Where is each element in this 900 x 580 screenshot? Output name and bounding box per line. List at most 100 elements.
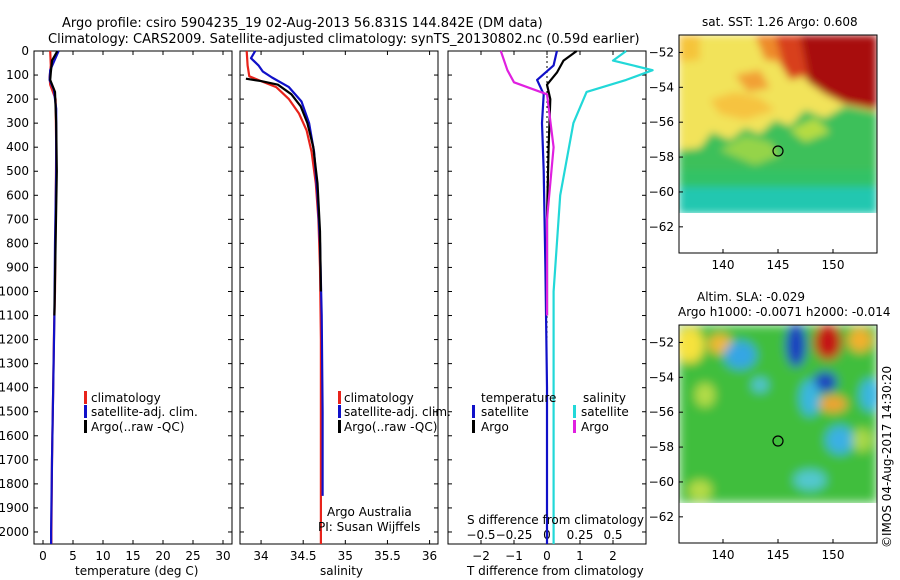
legend-s-argo-swatch bbox=[573, 420, 576, 433]
series-line-t-satellite bbox=[535, 50, 558, 544]
x-tick-label: 25 bbox=[185, 549, 200, 563]
sla-map-axes: 140 145 150 −52 −54 −56 −58 −60 −62 bbox=[649, 335, 845, 562]
x-tick-top-label: −0.5 bbox=[466, 528, 495, 542]
map-y-tick-label: −56 bbox=[649, 405, 674, 419]
map-x-tick-label: 150 bbox=[822, 258, 845, 272]
x-tick-label: 10 bbox=[95, 549, 110, 563]
depth-tick-label: 0 bbox=[21, 44, 29, 58]
credit-pi: PI: Susan Wijffels bbox=[318, 520, 420, 534]
x-tick-label: −1 bbox=[505, 549, 523, 563]
difference-xlabel-top: S difference from climatology bbox=[467, 513, 644, 527]
map-y-tick-label: −54 bbox=[649, 80, 674, 94]
legend-climatology-swatch bbox=[84, 391, 87, 404]
legend-climatology-swatch bbox=[338, 391, 341, 404]
temperature-legend: climatology satellite-adj. clim. Argo(..… bbox=[84, 391, 198, 434]
series-line-s-satellite bbox=[552, 50, 654, 544]
series-line-climatology bbox=[245, 50, 322, 544]
legend-salinity-title: salinity bbox=[583, 391, 626, 405]
legend-satellite-swatch bbox=[84, 405, 87, 418]
legend-argo-swatch bbox=[84, 420, 87, 433]
map-y-tick-label: −52 bbox=[649, 335, 674, 349]
map-x-tick-label: 145 bbox=[767, 258, 790, 272]
map-y-tick-label: −52 bbox=[649, 45, 674, 59]
x-tick-label: 30 bbox=[215, 549, 230, 563]
depth-tick-label: 800 bbox=[6, 236, 29, 250]
depth-tick-label: 1500 bbox=[0, 405, 29, 419]
sst-map-axes: 140 145 150 −52 −54 −56 −58 −60 −62 bbox=[649, 45, 845, 272]
depth-tick-label: 1600 bbox=[0, 429, 29, 443]
x-tick-label: 1 bbox=[576, 549, 584, 563]
depth-tick-label: 1900 bbox=[0, 501, 29, 515]
series-line-argo-raw-qc- bbox=[49, 50, 59, 316]
sla-map-subtitle: Argo h1000: -0.0071 h2000: -0.014 bbox=[678, 305, 891, 319]
depth-tick-label: 400 bbox=[6, 140, 29, 154]
legend-satellite-label: satellite-adj. clim. bbox=[91, 405, 198, 419]
legend-satellite-label: satellite-adj. clim. bbox=[344, 405, 451, 419]
sla-map-field bbox=[679, 325, 877, 503]
x-tick-label: 2 bbox=[609, 549, 617, 563]
difference-legend-salinity: salinity satellite Argo bbox=[573, 391, 629, 434]
depth-tick-label: 900 bbox=[6, 260, 29, 274]
map-y-tick-label: −62 bbox=[649, 220, 674, 234]
sla-map-title: Altim. SLA: -0.029 bbox=[697, 290, 805, 304]
x-tick-label: 5 bbox=[69, 549, 77, 563]
credit-org: Argo Australia bbox=[327, 505, 412, 519]
legend-t-argo-swatch bbox=[472, 420, 475, 433]
depth-tick-label: 100 bbox=[6, 68, 29, 82]
depth-axis: 0 100 200 300 400 500 600 700 800 900 1000 1100 1200… bbox=[0, 44, 29, 539]
x-tick-top-label: −0.25 bbox=[496, 528, 533, 542]
legend-s-argo-label: Argo bbox=[581, 420, 609, 434]
temperature-panel bbox=[33, 50, 233, 545]
depth-tick-label: 500 bbox=[6, 164, 29, 178]
map-x-tick-label: 150 bbox=[822, 548, 845, 562]
x-tick-top-label: 0.5 bbox=[603, 528, 622, 542]
depth-tick-label: 1800 bbox=[0, 477, 29, 491]
depth-tick-label: 1100 bbox=[0, 309, 29, 323]
series-line-s-argo bbox=[499, 50, 555, 316]
series-line-argo-raw-qc- bbox=[245, 77, 322, 292]
legend-argo-swatch bbox=[338, 420, 341, 433]
map-y-tick-label: −58 bbox=[649, 150, 674, 164]
difference-xlabel: T difference from climatology bbox=[466, 564, 644, 578]
depth-tick-label: 1300 bbox=[0, 357, 29, 371]
figure-title-line1: Argo profile: csiro 5904235_19 02-Aug-20… bbox=[62, 16, 543, 31]
x-tick-label: 36 bbox=[422, 549, 437, 563]
series-line-satellite-adj-clim- bbox=[249, 50, 324, 496]
x-tick-label: 20 bbox=[155, 549, 170, 563]
map-y-tick-label: −56 bbox=[649, 115, 674, 129]
difference-legend-temperature: temperature satellite Argo bbox=[472, 391, 556, 434]
legend-temperature-title: temperature bbox=[481, 391, 556, 405]
x-tick-label: 0 bbox=[39, 549, 47, 563]
legend-s-satellite-label: satellite bbox=[581, 405, 629, 419]
legend-t-satellite-swatch bbox=[472, 405, 475, 418]
legend-argo-label: Argo(..raw -QC) bbox=[91, 420, 184, 434]
legend-climatology-label: climatology bbox=[344, 391, 414, 405]
temperature-xlabel: temperature (deg C) bbox=[75, 564, 198, 578]
sst-argo-marker bbox=[772, 145, 784, 157]
map-x-tick-label: 145 bbox=[767, 548, 790, 562]
imos-stamp: ©IMOS 04-Aug-2017 14:30:20 bbox=[880, 366, 894, 548]
map-x-tick-label: 140 bbox=[712, 548, 735, 562]
depth-tick-label: 1200 bbox=[0, 333, 29, 347]
x-tick-label: −2 bbox=[472, 549, 490, 563]
x-tick-top-label: 0.25 bbox=[567, 528, 594, 542]
legend-s-satellite-swatch bbox=[573, 405, 576, 418]
salinity-panel bbox=[239, 50, 439, 545]
depth-tick-label: 2000 bbox=[0, 525, 29, 539]
depth-tick-label: 1000 bbox=[0, 284, 29, 298]
depth-tick-label: 700 bbox=[6, 212, 29, 226]
x-tick-label: 34 bbox=[253, 549, 268, 563]
depth-tick-label: 600 bbox=[6, 188, 29, 202]
depth-tick-label: 1400 bbox=[0, 381, 29, 395]
salinity-legend: climatology satellite-adj. clim. Argo(..… bbox=[338, 391, 451, 434]
map-y-tick-label: −60 bbox=[649, 185, 674, 199]
difference-profiles: −2 −1 0 1 2−0.5 −0.25 0 0.25 0.5 bbox=[448, 50, 654, 563]
x-tick-label: 34.5 bbox=[290, 549, 317, 563]
sst-map-title: sat. SST: 1.26 Argo: 0.608 bbox=[702, 15, 858, 29]
legend-argo-label: Argo(..raw -QC) bbox=[344, 420, 437, 434]
salinity-profiles: 34 34.5 35 35.5 36 bbox=[240, 50, 438, 563]
x-tick-label: 35 bbox=[338, 549, 353, 563]
sla-argo-marker bbox=[772, 435, 784, 447]
map-y-tick-label: −54 bbox=[649, 370, 674, 384]
